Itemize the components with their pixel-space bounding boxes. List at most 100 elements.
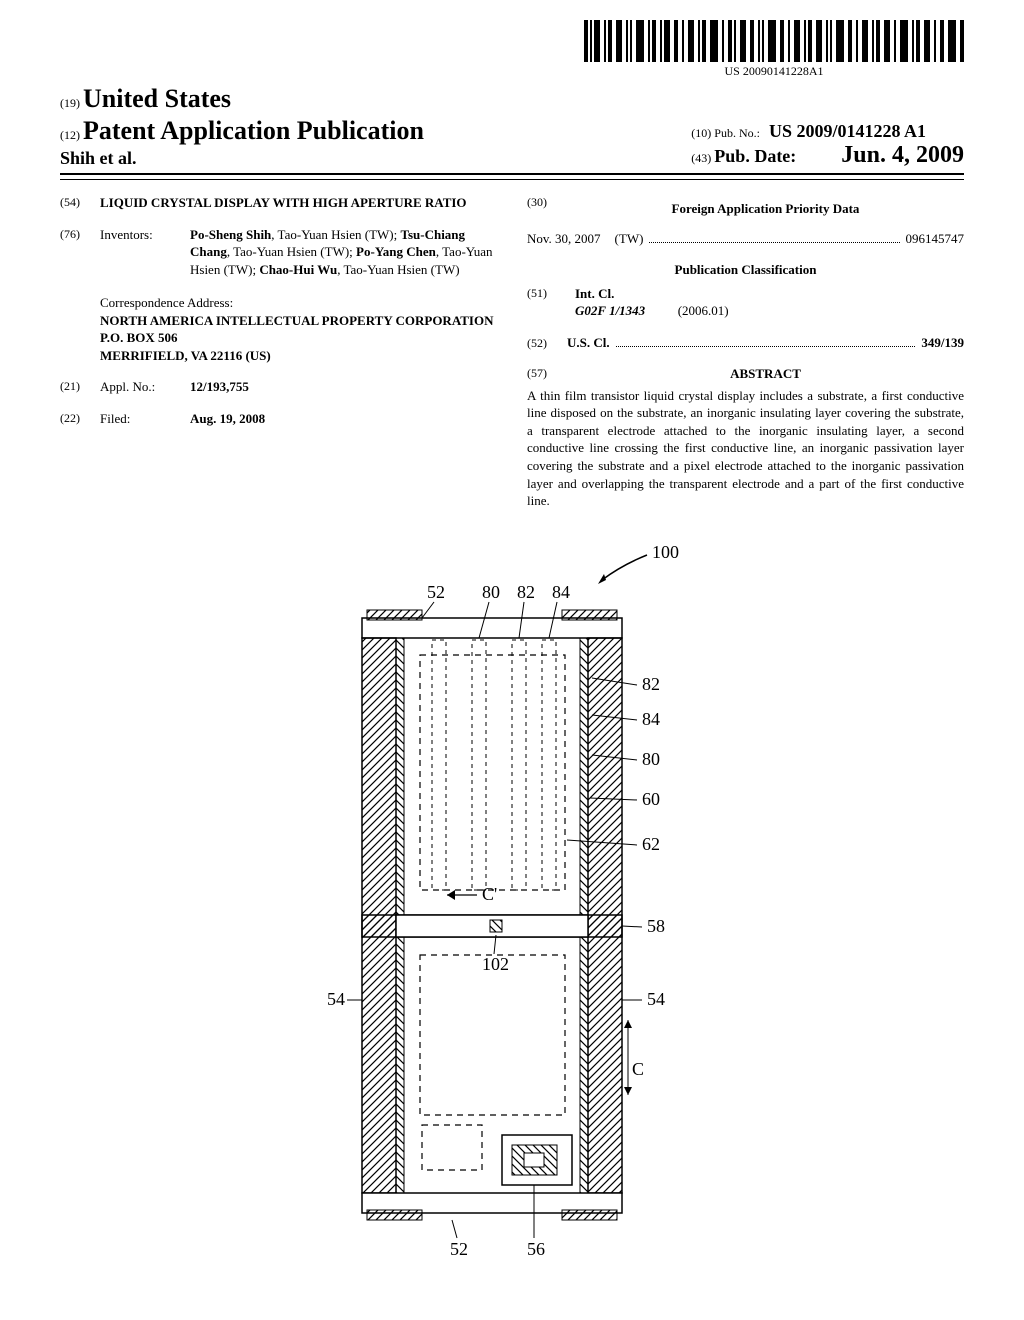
title-block: (54) LIQUID CRYSTAL DISPLAY WITH HIGH AP… bbox=[60, 194, 497, 212]
barcode-region: US 20090141228A1 bbox=[60, 20, 964, 80]
fig-label-80-top: 80 bbox=[482, 582, 500, 602]
priority-row: Nov. 30, 2007 (TW) 096145747 bbox=[527, 230, 964, 248]
header-right: (10) Pub. No.: US 2009/0141228 A1 (43) P… bbox=[691, 121, 964, 169]
priority-date: Nov. 30, 2007 bbox=[527, 230, 601, 248]
intcl-label: Int. Cl. bbox=[575, 286, 614, 301]
inventors-names: Po-Sheng Shih, Tao-Yuan Hsien (TW); Tsu-… bbox=[190, 226, 497, 279]
foreign-code: (30) bbox=[527, 194, 567, 224]
priority-number: 096145747 bbox=[906, 230, 965, 248]
abstract-code: (57) bbox=[527, 365, 567, 383]
figure-area: 100 bbox=[60, 540, 964, 1275]
small-dashed-rect bbox=[422, 1125, 482, 1170]
barcode: US 20090141228A1 bbox=[584, 20, 964, 79]
pub-date: Jun. 4, 2009 bbox=[841, 142, 964, 168]
country-line: (19) United States bbox=[60, 84, 424, 114]
filed-block: (22) Filed: Aug. 19, 2008 bbox=[60, 410, 497, 428]
appl-no-code: (21) bbox=[60, 378, 100, 396]
pub-no-line: (10) Pub. No.: US 2009/0141228 A1 bbox=[691, 121, 964, 142]
pub-date-line: (43) Pub. Date: Jun. 4, 2009 bbox=[691, 142, 964, 169]
pub-no: US 2009/0141228 A1 bbox=[769, 121, 926, 141]
intcl-code: (51) bbox=[527, 285, 567, 320]
uscl-code: (52) bbox=[527, 335, 567, 351]
foreign-heading: Foreign Application Priority Data bbox=[567, 200, 964, 218]
mid-contact-102 bbox=[490, 920, 502, 932]
title-code: (54) bbox=[60, 194, 100, 212]
foreign-priority-block: (30) Foreign Application Priority Data N… bbox=[527, 194, 964, 247]
fig-label-102: 102 bbox=[482, 954, 509, 974]
filed-date: Aug. 19, 2008 bbox=[190, 410, 265, 428]
filed-code: (22) bbox=[60, 410, 100, 428]
patent-figure: 100 bbox=[272, 540, 752, 1270]
divider bbox=[60, 179, 964, 180]
strip-b bbox=[472, 640, 486, 890]
correspondence-line-1: NORTH AMERICA INTELLECTUAL PROPERTY CORP… bbox=[100, 312, 497, 330]
appl-no-label: Appl. No.: bbox=[100, 378, 190, 396]
fig-label-82-r: 82 bbox=[642, 674, 660, 694]
pub-type: Patent Application Publication bbox=[83, 116, 424, 145]
country-code: (19) bbox=[60, 96, 80, 110]
fig-label-84-top: 84 bbox=[552, 582, 570, 602]
transistor-56 bbox=[502, 1135, 572, 1185]
barcode-text: US 20090141228A1 bbox=[584, 64, 964, 79]
classification-heading: Publication Classification bbox=[527, 261, 964, 279]
intcl-content: Int. Cl. G02F 1/1343 (2006.01) bbox=[575, 285, 729, 320]
uscl-block: (52) U.S. Cl. 349/139 bbox=[527, 334, 964, 352]
pub-type-line: (12) Patent Application Publication bbox=[60, 116, 424, 146]
correspondence-block: Correspondence Address: NORTH AMERICA IN… bbox=[100, 294, 497, 364]
invention-title: LIQUID CRYSTAL DISPLAY WITH HIGH APERTUR… bbox=[100, 194, 467, 212]
fig-label-54-r: 54 bbox=[647, 989, 665, 1009]
pub-date-code: (43) bbox=[691, 151, 711, 165]
inventors-block: (76) Inventors: Po-Sheng Shih, Tao-Yuan … bbox=[60, 226, 497, 279]
ref-100: 100 bbox=[598, 542, 679, 584]
body-columns: (54) LIQUID CRYSTAL DISPLAY WITH HIGH AP… bbox=[60, 194, 964, 510]
appl-no: 12/193,755 bbox=[190, 378, 249, 396]
top-bus-52 bbox=[362, 610, 622, 638]
uscl-value: 349/139 bbox=[921, 334, 964, 352]
fig-label-56-b: 56 bbox=[527, 1239, 545, 1259]
fig-label-80-r: 80 bbox=[642, 749, 660, 769]
fig-label-58-r: 58 bbox=[647, 916, 665, 936]
inventors-code: (76) bbox=[60, 226, 100, 279]
intcl-class: G02F 1/1343 bbox=[575, 303, 645, 318]
pub-no-label: Pub. No.: bbox=[714, 126, 760, 140]
center-label-102: 102 bbox=[482, 935, 509, 974]
abstract-text: A thin film transistor liquid crystal di… bbox=[527, 387, 964, 510]
fig-label-54-l: 54 bbox=[327, 989, 345, 1009]
correspondence-line-2: P.O. BOX 506 bbox=[100, 329, 497, 347]
priority-country: (TW) bbox=[615, 230, 644, 248]
country-name: United States bbox=[83, 84, 231, 113]
c-dimension bbox=[624, 1020, 632, 1095]
strip-c bbox=[512, 640, 526, 890]
header-authors: Shih et al. bbox=[60, 148, 424, 169]
lower-dashed-rect bbox=[420, 955, 565, 1115]
pub-no-code: (10) bbox=[691, 126, 711, 140]
pub-date-label: Pub. Date: bbox=[714, 146, 796, 166]
fig-label-C-r: C bbox=[632, 1059, 644, 1079]
fig-label-60-r: 60 bbox=[642, 789, 660, 809]
filed-label: Filed: bbox=[100, 410, 190, 428]
fig-label-100: 100 bbox=[652, 542, 679, 562]
fig-label-82-top: 82 bbox=[517, 582, 535, 602]
abstract-heading: (57) ABSTRACT bbox=[527, 365, 964, 383]
pub-type-code: (12) bbox=[60, 128, 80, 142]
fig-label-cprime: C' bbox=[482, 884, 497, 904]
strip-d bbox=[542, 640, 556, 890]
correspondence-label: Correspondence Address: bbox=[100, 294, 497, 312]
fig-label-62-r: 62 bbox=[642, 834, 660, 854]
left-column: (54) LIQUID CRYSTAL DISPLAY WITH HIGH AP… bbox=[60, 194, 497, 510]
abstract-label: ABSTRACT bbox=[567, 365, 964, 383]
uscl-label: U.S. Cl. bbox=[567, 334, 610, 352]
right-column: (30) Foreign Application Priority Data N… bbox=[527, 194, 964, 510]
fig-label-52-top: 52 bbox=[427, 582, 445, 602]
inventors-label: Inventors: bbox=[100, 226, 190, 279]
intcl-year: (2006.01) bbox=[678, 303, 729, 318]
left-labels: 54 bbox=[327, 989, 362, 1009]
fig-label-52-b: 52 bbox=[450, 1239, 468, 1259]
header-left: (19) United States (12) Patent Applicati… bbox=[60, 84, 424, 169]
header: (19) United States (12) Patent Applicati… bbox=[60, 84, 964, 175]
appl-no-block: (21) Appl. No.: 12/193,755 bbox=[60, 378, 497, 396]
leader-dots bbox=[649, 242, 899, 243]
strip-a bbox=[432, 640, 446, 890]
bottom-bus-52 bbox=[362, 1193, 622, 1220]
intcl-block: (51) Int. Cl. G02F 1/1343 (2006.01) bbox=[527, 285, 964, 320]
